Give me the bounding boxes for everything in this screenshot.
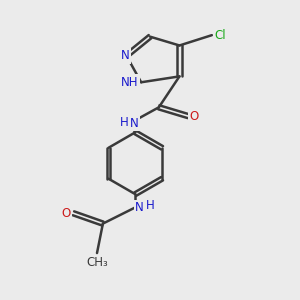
Text: CH₃: CH₃ <box>86 256 108 269</box>
Text: O: O <box>190 110 199 123</box>
Text: NH: NH <box>121 76 138 89</box>
Text: H: H <box>146 200 154 212</box>
Text: N: N <box>129 117 138 130</box>
Text: H: H <box>118 117 126 130</box>
Text: Cl: Cl <box>215 29 226 42</box>
Text: N: N <box>121 49 129 62</box>
Text: H: H <box>118 117 126 130</box>
Text: N: N <box>135 201 144 214</box>
Text: H: H <box>120 116 128 129</box>
Text: O: O <box>61 207 70 220</box>
